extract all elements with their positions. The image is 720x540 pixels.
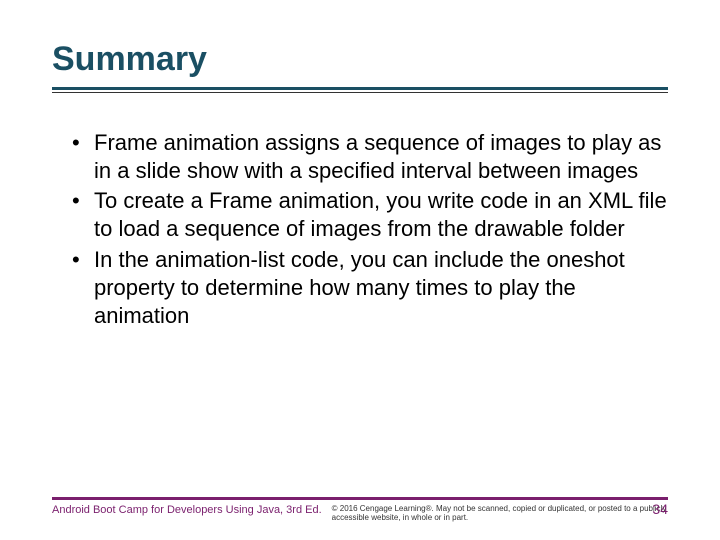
slide-title: Summary xyxy=(52,40,668,79)
bullet-text: In the animation-list code, you can incl… xyxy=(94,246,668,330)
footer-row: Android Boot Camp for Developers Using J… xyxy=(52,504,668,522)
footer-book-title: Android Boot Camp for Developers Using J… xyxy=(52,504,322,516)
bullet-text: To create a Frame animation, you write c… xyxy=(94,187,668,243)
bullet-text: Frame animation assigns a sequence of im… xyxy=(94,129,668,185)
bullet-dot: • xyxy=(72,129,94,185)
slide: Summary • Frame animation assigns a sequ… xyxy=(0,0,720,540)
bullet-item: • To create a Frame animation, you write… xyxy=(72,187,668,243)
bullet-dot: • xyxy=(72,187,94,243)
bullet-item: • In the animation-list code, you can in… xyxy=(72,246,668,330)
footer-rule xyxy=(52,497,668,500)
page-number: 34 xyxy=(652,501,668,517)
slide-body: • Frame animation assigns a sequence of … xyxy=(52,129,668,330)
bullet-item: • Frame animation assigns a sequence of … xyxy=(72,129,668,185)
slide-footer: Android Boot Camp for Developers Using J… xyxy=(52,497,668,522)
title-rule-thin xyxy=(52,92,668,93)
bullet-dot: • xyxy=(72,246,94,330)
footer-copyright: © 2016 Cengage Learning®. May not be sca… xyxy=(332,504,668,522)
title-rule-thick xyxy=(52,87,668,90)
